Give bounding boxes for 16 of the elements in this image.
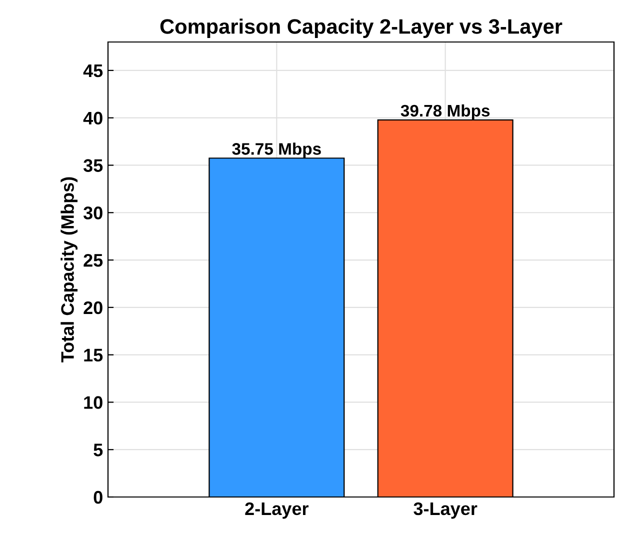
y-tick-label: 30: [83, 206, 102, 220]
y-tick-label: 40: [83, 112, 102, 125]
data-label: 35.75 Mbps: [232, 142, 321, 158]
y-axis-title: Total Capacity (Mbps): [60, 177, 78, 362]
y-tick-label: 15: [84, 348, 103, 362]
y-tick-label: 20: [84, 301, 102, 314]
y-tick-label: 10: [84, 396, 102, 409]
y-tick-label: 45: [83, 64, 103, 78]
data-label: 39.78 Mbps: [400, 104, 490, 120]
y-tick-label: 0: [94, 490, 102, 504]
chart-title: Comparison Capacity 2-Layer vs 3-Layer: [160, 18, 562, 38]
y-tick-label: 35: [83, 159, 103, 172]
x-tick-label: 2-Layer: [245, 502, 309, 519]
y-tick-label: 25: [84, 254, 103, 267]
y-tick-label: 5: [94, 444, 103, 456]
x-tick-label: 3-Layer: [414, 502, 478, 519]
